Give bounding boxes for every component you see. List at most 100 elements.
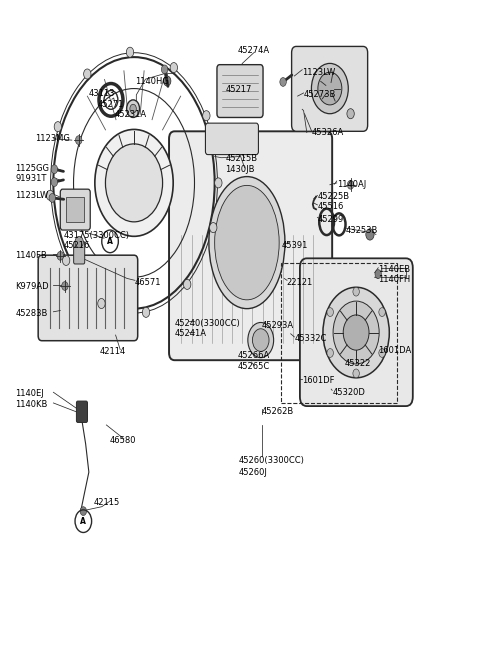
Text: 45215B: 45215B: [225, 155, 257, 164]
Circle shape: [143, 307, 150, 318]
Circle shape: [61, 282, 68, 290]
Text: 1140AJ: 1140AJ: [337, 180, 366, 189]
Text: 45320D: 45320D: [332, 388, 365, 397]
Text: 45516: 45516: [317, 202, 344, 212]
Text: 45240(3300CC): 45240(3300CC): [175, 318, 240, 328]
Text: 22121: 22121: [286, 278, 312, 287]
Text: 45274A: 45274A: [238, 47, 270, 55]
Circle shape: [84, 69, 91, 79]
Circle shape: [353, 288, 360, 296]
Circle shape: [323, 288, 389, 378]
Circle shape: [54, 122, 61, 132]
Circle shape: [210, 223, 217, 233]
Text: 45271: 45271: [98, 100, 124, 109]
Circle shape: [248, 322, 274, 358]
Circle shape: [51, 165, 58, 174]
FancyBboxPatch shape: [169, 131, 332, 360]
Text: 45241A: 45241A: [175, 329, 206, 338]
Text: A: A: [80, 517, 86, 526]
Text: A: A: [107, 237, 113, 246]
FancyBboxPatch shape: [292, 47, 368, 131]
Text: 45283B: 45283B: [15, 309, 48, 318]
Text: 42114: 42114: [99, 347, 126, 356]
Text: 45273B: 45273B: [303, 90, 336, 100]
Text: 1140EB: 1140EB: [378, 265, 410, 274]
Circle shape: [215, 178, 222, 188]
FancyBboxPatch shape: [76, 401, 87, 422]
Circle shape: [327, 308, 334, 316]
Text: K979AD: K979AD: [15, 282, 49, 291]
Text: 1123MG: 1123MG: [35, 134, 70, 143]
Ellipse shape: [215, 185, 279, 300]
Circle shape: [312, 64, 348, 114]
Circle shape: [347, 109, 354, 119]
FancyBboxPatch shape: [217, 65, 263, 117]
Circle shape: [98, 299, 105, 309]
Circle shape: [106, 144, 163, 222]
Circle shape: [51, 178, 58, 187]
Circle shape: [375, 270, 382, 278]
Circle shape: [80, 507, 86, 515]
Circle shape: [170, 63, 178, 73]
Circle shape: [203, 111, 210, 121]
Circle shape: [333, 301, 379, 364]
Text: 1140KB: 1140KB: [15, 400, 48, 409]
Circle shape: [57, 252, 63, 260]
Bar: [66, 197, 84, 223]
Ellipse shape: [209, 177, 285, 309]
Text: 1430JB: 1430JB: [225, 164, 255, 174]
Circle shape: [130, 104, 136, 113]
Circle shape: [379, 348, 385, 358]
Circle shape: [62, 255, 70, 265]
Text: 45225B: 45225B: [317, 192, 349, 201]
Text: 45326A: 45326A: [312, 128, 344, 137]
Circle shape: [366, 229, 374, 240]
Text: 45260(3300CC): 45260(3300CC): [239, 457, 305, 465]
Text: 45299: 45299: [317, 215, 344, 224]
Text: 45231A: 45231A: [115, 111, 147, 119]
Circle shape: [49, 193, 56, 202]
Circle shape: [343, 315, 369, 350]
FancyBboxPatch shape: [205, 123, 258, 155]
Text: 46571: 46571: [135, 278, 161, 287]
Text: 1123LW: 1123LW: [302, 68, 336, 77]
Text: 1140EJ: 1140EJ: [15, 389, 44, 398]
Text: 45217: 45217: [225, 85, 252, 94]
Text: 1601DA: 1601DA: [378, 346, 411, 355]
Text: 1140FH: 1140FH: [378, 275, 410, 284]
Circle shape: [318, 72, 342, 105]
Circle shape: [75, 236, 84, 248]
Circle shape: [348, 180, 354, 189]
Circle shape: [280, 77, 286, 86]
Text: 45262B: 45262B: [262, 407, 294, 416]
Text: 45322: 45322: [345, 359, 372, 368]
Text: 43175(3300CC): 43175(3300CC): [64, 231, 130, 240]
Text: 1125GG: 1125GG: [15, 164, 49, 173]
Circle shape: [252, 329, 269, 351]
FancyBboxPatch shape: [60, 189, 90, 230]
Text: 42115: 42115: [94, 498, 120, 507]
Circle shape: [353, 369, 360, 378]
Text: 46580: 46580: [110, 436, 136, 445]
Text: 43253B: 43253B: [346, 225, 378, 234]
FancyBboxPatch shape: [300, 258, 413, 406]
Circle shape: [95, 130, 173, 236]
Circle shape: [126, 47, 134, 57]
Circle shape: [161, 65, 168, 74]
Text: 45216: 45216: [64, 241, 90, 250]
Circle shape: [47, 191, 54, 200]
Text: 1123LW: 1123LW: [15, 191, 49, 200]
Text: 45293A: 45293A: [262, 321, 294, 330]
Text: 45332C: 45332C: [294, 334, 327, 343]
Circle shape: [183, 280, 191, 290]
Circle shape: [75, 136, 82, 145]
FancyBboxPatch shape: [38, 255, 138, 341]
Text: 1140HG: 1140HG: [135, 77, 169, 86]
FancyBboxPatch shape: [73, 241, 84, 264]
Text: 1601DF: 1601DF: [302, 377, 335, 385]
Text: 91931T: 91931T: [15, 174, 47, 183]
Text: 45266A: 45266A: [238, 351, 270, 360]
Text: 45391: 45391: [281, 241, 308, 250]
Text: 43113: 43113: [89, 89, 115, 98]
Circle shape: [164, 76, 171, 86]
